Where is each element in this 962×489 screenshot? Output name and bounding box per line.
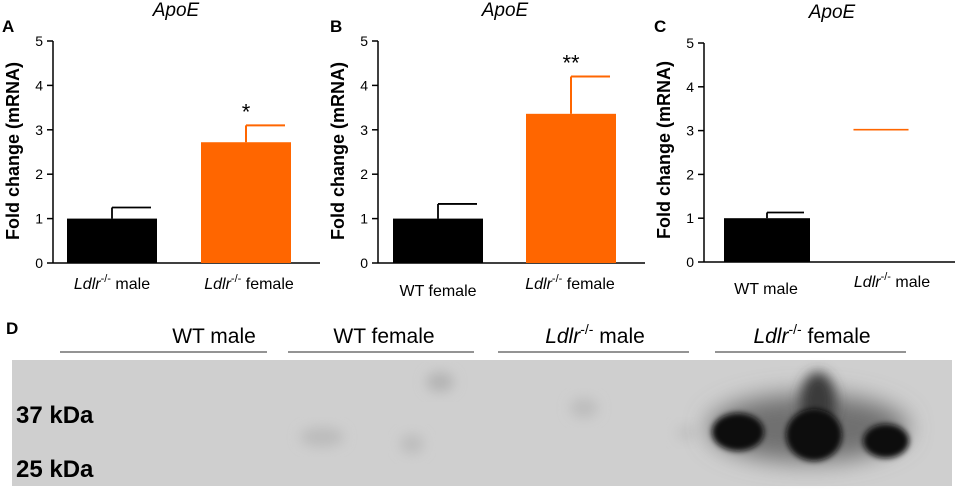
blot-noise-1 (426, 372, 454, 392)
panel-b-ylabel: Fold change (mRNA) (328, 62, 348, 240)
panel-a-y-ticks: 0 1 2 3 4 5 (35, 33, 53, 271)
panel-a-ytick-label-2: 2 (35, 166, 43, 182)
blot-band-1 (712, 413, 764, 451)
panel-c: C ApoE Fold change (mRNA) 0 1 2 3 4 5 WT male… (654, 2, 955, 298)
panel-c-ytick-label-1: 1 (686, 210, 694, 226)
lane-label-wt-female: WT female (333, 325, 434, 348)
panel-c-ytick-label-2: 2 (686, 166, 694, 182)
panel-a-ytick-label-4: 4 (35, 77, 43, 93)
blot-band-2 (786, 409, 842, 461)
panel-a-ldlr-female-significance: * (242, 99, 251, 124)
panel-b-xcat-0: WT female (399, 283, 476, 300)
panel-d: D WT male WT female Ldlr-/- male Ldlr-/-… (6, 319, 952, 486)
panel-a-xcat-0: Ldlr-/- male (74, 273, 150, 293)
panel-b-ytick-label-2: 2 (360, 166, 368, 182)
marker-37kda: 37 kDa (16, 402, 94, 429)
blot-image: 37 kDa 25 kDa (12, 360, 952, 486)
panel-b-letter: B (330, 17, 342, 36)
panel-a-ytick-label-3: 3 (35, 122, 43, 138)
lane-label-wt-male: WT male (172, 325, 256, 348)
panel-b-title: ApoE (481, 0, 529, 21)
panel-a-bars: * (67, 99, 291, 263)
panel-b-ldlr-female-significance: ** (562, 51, 580, 76)
panel-a: A ApoE Fold change (mRNA) 0 1 2 3 4 5 * Ldlr-… (2, 0, 320, 293)
panel-d-letter: D (6, 319, 18, 338)
panel-b-ytick-label-0: 0 (360, 255, 368, 271)
panel-c-letter: C (654, 17, 666, 36)
panel-a-ylabel: Fold change (mRNA) (3, 62, 23, 240)
blot-noise-4 (570, 398, 598, 418)
panel-b-ldlr-female-bar (526, 113, 616, 263)
panel-b-wt-female-bar (393, 218, 483, 263)
panel-c-ytick-label-5: 5 (686, 35, 694, 51)
panel-a-ytick-label-5: 5 (35, 33, 43, 49)
panel-a-xcat-1: Ldlr-/- female (204, 273, 294, 293)
panel-a-ldlr-female-bar (201, 142, 291, 263)
panel-a-letter: A (2, 17, 14, 36)
panel-c-ytick-label-4: 4 (686, 79, 694, 95)
panel-c-bars (724, 128, 909, 262)
panel-a-ytick-label-1: 1 (35, 211, 43, 227)
panel-b-bars: ** (393, 51, 616, 263)
panel-c-y-ticks: 0 1 2 3 4 5 (686, 35, 704, 270)
blot-noise-3 (400, 434, 424, 454)
panel-b-y-ticks: 0 1 2 3 4 5 (360, 33, 378, 271)
blot-band-3 (863, 424, 909, 458)
lane-label-ldlr-female: Ldlr-/- female (753, 321, 870, 348)
panel-b-ytick-label-5: 5 (360, 33, 368, 49)
marker-25kda: 25 kDa (16, 456, 94, 483)
panel-c-wt-male-bar (724, 218, 810, 262)
panel-b: B ApoE Fold change (mRNA) 0 1 2 3 4 5 ** WT f… (328, 0, 645, 300)
panel-c-xcat-1: Ldlr-/- male (854, 271, 930, 291)
panel-b-ytick-label-4: 4 (360, 77, 368, 93)
panel-c-title: ApoE (808, 2, 856, 23)
panel-c-ylabel: Fold change (mRNA) (654, 61, 674, 239)
panel-a-ytick-label-0: 0 (35, 255, 43, 271)
panel-c-ytick-label-0: 0 (686, 254, 694, 270)
panel-a-ldlr-male-bar (67, 218, 157, 263)
blot-noise-5 (676, 425, 696, 441)
panel-b-ytick-label-1: 1 (360, 211, 368, 227)
panel-c-xcat-0: WT male (734, 281, 798, 298)
blot-noise-2 (300, 427, 344, 447)
panel-a-title: ApoE (152, 0, 200, 21)
panel-b-ytick-label-3: 3 (360, 122, 368, 138)
panel-b-xcat-1: Ldlr-/- female (525, 273, 615, 293)
lane-label-ldlr-male: Ldlr-/- male (545, 321, 645, 348)
panel-c-ytick-label-3: 3 (686, 123, 694, 139)
